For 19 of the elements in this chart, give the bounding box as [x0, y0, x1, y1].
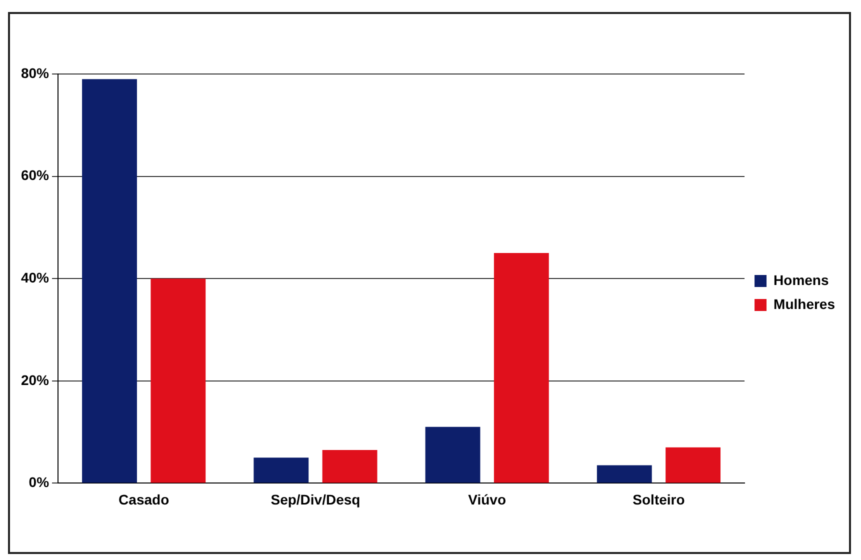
x-tick-label: Sep/Div/Desq — [270, 491, 360, 508]
bar — [666, 447, 721, 483]
x-tick-label: Viúvo — [468, 491, 506, 508]
bar — [425, 426, 480, 483]
x-tick-label: Casado — [118, 491, 170, 508]
legend-label: Mulheres — [774, 296, 836, 312]
bar — [150, 278, 206, 483]
y-tick-label: 40% — [20, 269, 50, 286]
y-tick-label: 80% — [20, 64, 50, 81]
bar — [596, 465, 652, 483]
bar — [322, 450, 378, 483]
bar — [254, 458, 309, 483]
legend-label: Homens — [774, 272, 829, 288]
bar — [82, 79, 137, 483]
x-tick-label: Solteiro — [632, 491, 685, 508]
y-tick-label: 60% — [20, 167, 50, 184]
y-tick-label: 0% — [28, 474, 50, 490]
bar — [494, 253, 549, 483]
y-tick-label: 20% — [20, 372, 50, 388]
